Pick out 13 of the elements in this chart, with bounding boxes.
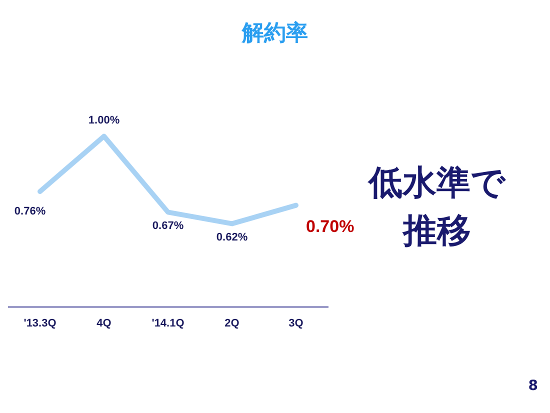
x-tick-label: '13.3Q	[24, 317, 57, 330]
x-tick-label: '14.1Q	[152, 317, 185, 330]
x-tick-label: 4Q	[96, 317, 112, 330]
data-label: 0.62%	[216, 232, 248, 244]
chart-title: 解約率	[240, 20, 309, 48]
data-label: 0.70%	[306, 216, 354, 236]
x-tick-label: 3Q	[288, 317, 304, 330]
text: 低水準で推移	[366, 162, 507, 253]
x-tick-label: 2Q	[224, 317, 240, 330]
text: 8	[528, 378, 538, 394]
data-label: 1.00%	[88, 114, 120, 126]
data-label: 0.67%	[152, 220, 184, 232]
data-label: 0.76%	[14, 206, 46, 218]
